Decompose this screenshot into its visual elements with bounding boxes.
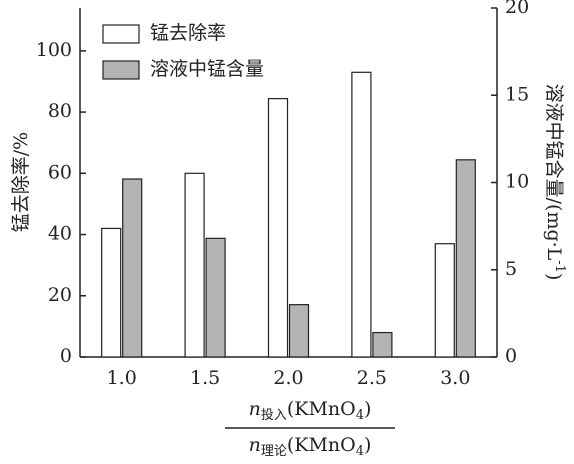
x-axis-label: n投入(KMnO4) xyxy=(249,398,372,423)
x-tick-label: 2.5 xyxy=(357,367,387,389)
y2-axis-label-part: 溶液中锰含量/(mg·L xyxy=(543,84,565,261)
bar xyxy=(372,331,393,358)
y-tick-label: 60 xyxy=(48,161,72,183)
y-tick-label: 0 xyxy=(60,345,72,367)
x-axis-label-part: (KMnO xyxy=(287,398,356,420)
bar xyxy=(455,159,476,358)
y2-axis-label-part: ) xyxy=(543,273,565,280)
x-axis-label-part: 投入 xyxy=(261,407,287,423)
y-tick-label: 80 xyxy=(48,100,72,122)
x-axis-label-part: 4 xyxy=(356,408,364,423)
y-tick-label: 20 xyxy=(48,284,72,306)
legend-key xyxy=(102,24,140,44)
x-tick-label: 2.0 xyxy=(273,367,303,389)
bar xyxy=(288,304,310,358)
x-axis-label-part: (KMnO xyxy=(287,434,356,456)
legend-key xyxy=(102,60,140,80)
y2-axis-label-part: -1 xyxy=(553,260,568,273)
bar xyxy=(205,237,226,358)
x-tick-label: 1.0 xyxy=(107,367,137,389)
x-tick-label: 1.5 xyxy=(190,367,220,389)
y-tick-label: 40 xyxy=(48,223,72,245)
x-axis-label: n理论(KMnO4) xyxy=(249,434,372,459)
bar xyxy=(184,172,205,358)
bar xyxy=(267,98,289,358)
legend-label: 锰去除率 xyxy=(150,22,226,44)
x-axis-label-part: ) xyxy=(364,398,371,420)
bar xyxy=(434,243,455,358)
y2-tick-label: 20 xyxy=(505,0,529,18)
y2-tick-label: 15 xyxy=(505,83,529,105)
x-axis-label-part: n xyxy=(249,398,261,420)
x-tick-label: 3.0 xyxy=(440,367,470,389)
y2-tick-label: 10 xyxy=(505,171,529,193)
y-axis-label: 锰去除率/% xyxy=(10,132,32,232)
y-tick-label: 100 xyxy=(36,39,72,61)
y2-axis-label: 溶液中锰含量/(mg·L-1) xyxy=(543,84,568,281)
y2-tick-label: 0 xyxy=(505,345,517,367)
y2-tick-label: 5 xyxy=(505,258,517,280)
x-axis-label-part: ) xyxy=(364,434,371,456)
x-axis-label-part: n xyxy=(249,434,261,456)
x-axis-label-part: 4 xyxy=(356,444,364,459)
bar xyxy=(101,227,122,358)
x-axis-label-part: 理论 xyxy=(261,444,287,459)
bar xyxy=(351,71,372,358)
legend-label: 溶液中锰含量 xyxy=(150,58,264,80)
bar xyxy=(122,178,143,358)
